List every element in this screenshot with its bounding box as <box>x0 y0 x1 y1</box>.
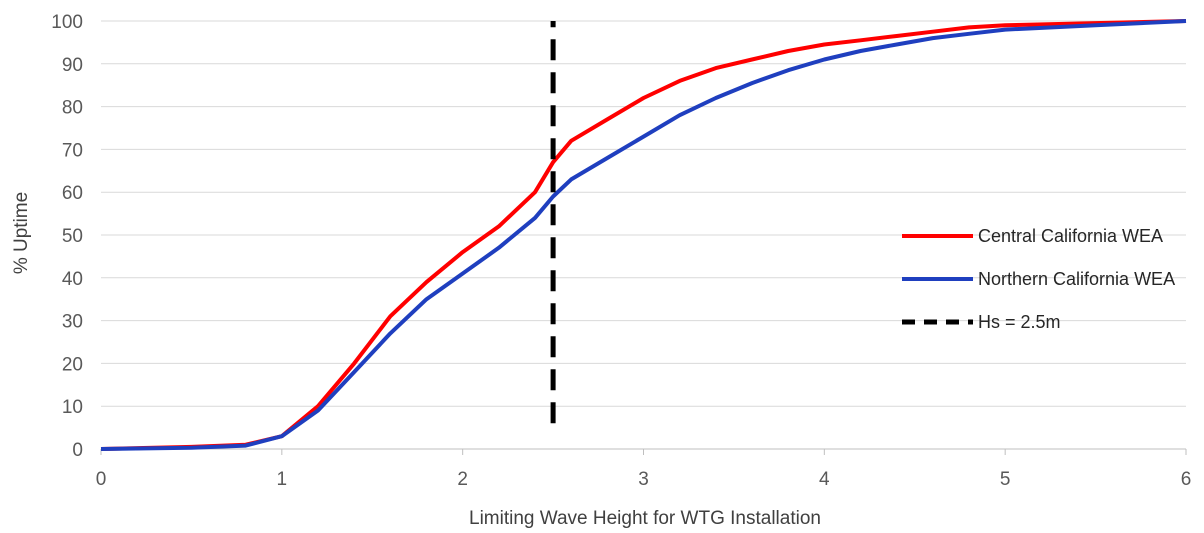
y-tick-label: 0 <box>72 440 83 461</box>
y-tick-label: 80 <box>62 98 83 119</box>
y-tick-label: 90 <box>62 55 83 76</box>
y-tick-label: 60 <box>62 183 83 204</box>
legend-label-2: Hs = 2.5m <box>978 312 1061 332</box>
x-tick-label: 5 <box>1000 469 1011 490</box>
y-tick-label: 20 <box>62 354 83 375</box>
legend-label-0: Central California WEA <box>978 226 1163 246</box>
y-axis-title: % Uptime <box>11 192 32 274</box>
x-tick-label: 6 <box>1181 469 1192 490</box>
y-tick-label: 40 <box>62 269 83 290</box>
y-tick-label: 70 <box>62 140 83 161</box>
series-line-0 <box>100 19 1187 451</box>
x-tick-label: 0 <box>96 469 107 490</box>
series-line-1 <box>100 19 1187 451</box>
legend-label-1: Northern California WEA <box>978 269 1175 289</box>
x-tick-label: 2 <box>457 469 468 490</box>
y-tick-label: 100 <box>51 12 83 33</box>
series-lines <box>100 19 1187 451</box>
legend: Central California WEA Northern Californi… <box>902 226 1175 332</box>
y-tick-label: 30 <box>62 312 83 333</box>
y-tick-label: 10 <box>62 397 83 418</box>
x-tick-label: 1 <box>277 469 288 490</box>
axes: 0 10 20 30 40 50 60 70 80 90 100 0 1 2 3 4 5 6 <box>51 12 1191 490</box>
x-axis-title: Limiting Wave Height for WTG Installatio… <box>469 508 821 529</box>
x-tick-label: 4 <box>819 469 830 490</box>
y-tick-label: 50 <box>62 226 83 247</box>
gridlines <box>101 20 1186 407</box>
x-tick-label: 3 <box>638 469 649 490</box>
